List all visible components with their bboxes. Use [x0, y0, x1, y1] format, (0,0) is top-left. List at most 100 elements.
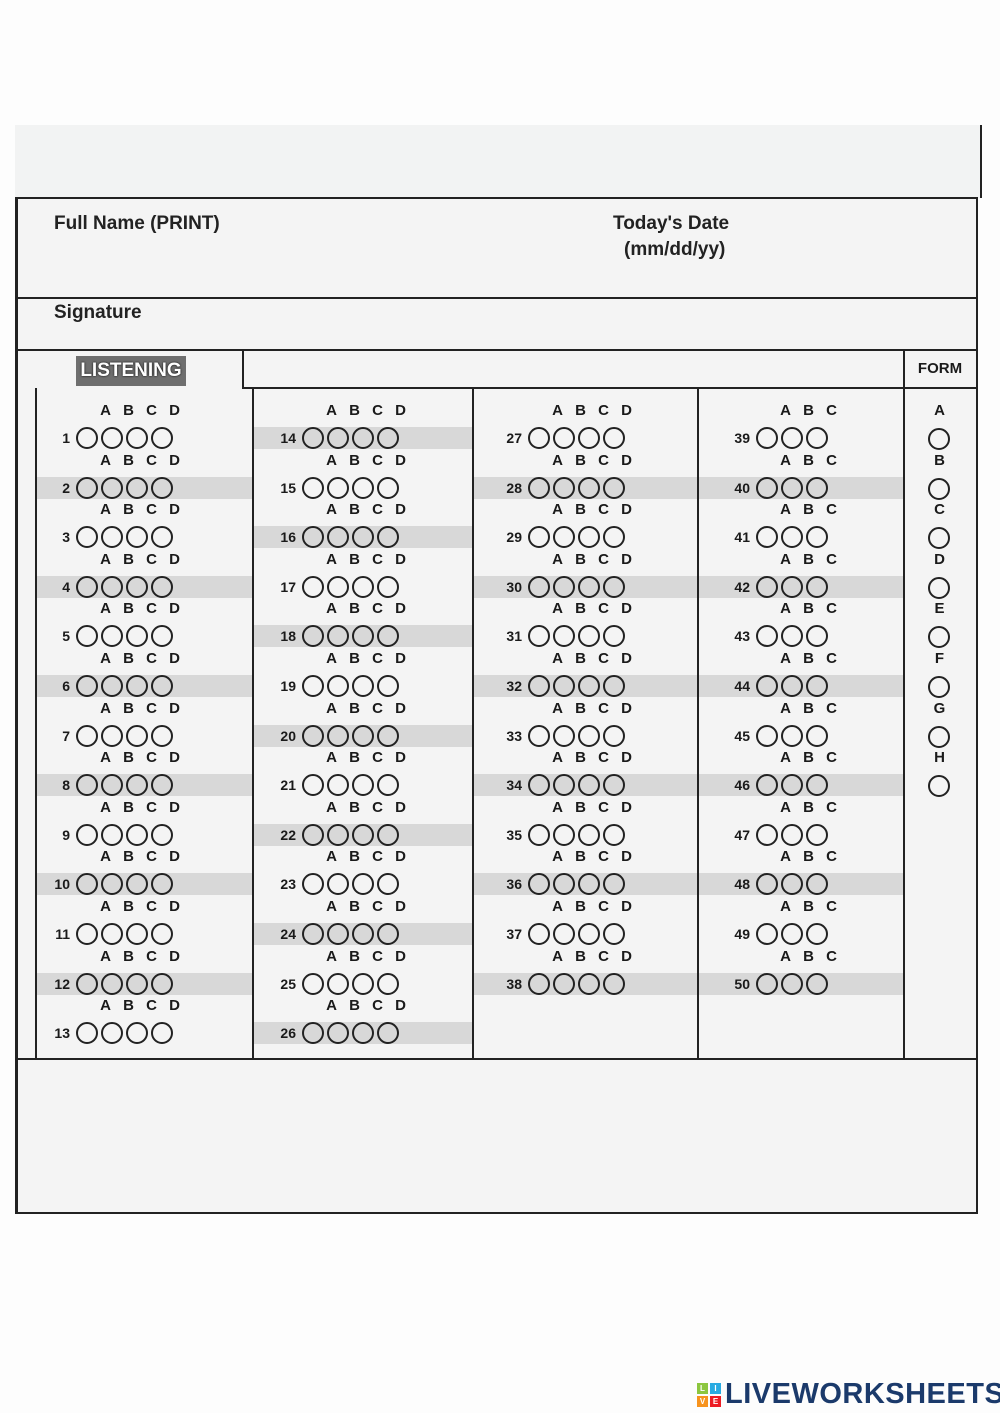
bubble-q31-d[interactable]: [603, 625, 625, 648]
bubble-q40-b[interactable]: [781, 476, 803, 499]
bubble-q12-b[interactable]: [101, 972, 123, 995]
bubble-q2-c[interactable]: [126, 476, 148, 499]
bubble-q43-a[interactable]: [756, 625, 778, 648]
bubble-q7-d[interactable]: [151, 724, 173, 747]
bubble-q4-b[interactable]: [101, 575, 123, 598]
bubble-q6-a[interactable]: [76, 675, 98, 697]
bubble-q27-d[interactable]: [603, 427, 625, 449]
bubble-q48-a[interactable]: [756, 873, 778, 896]
bubble-q34-d[interactable]: [603, 774, 625, 797]
bubble-q10-d[interactable]: [151, 873, 173, 896]
bubble-q20-c[interactable]: [352, 724, 374, 747]
bubble-q21-a[interactable]: [302, 774, 324, 797]
bubble-q37-d[interactable]: [603, 923, 625, 945]
bubble-q34-a[interactable]: [528, 774, 550, 797]
bubble-q32-d[interactable]: [603, 675, 625, 697]
bubble-q1-c[interactable]: [126, 427, 148, 449]
bubble-q28-a[interactable]: [528, 476, 550, 499]
bubble-q5-d[interactable]: [151, 625, 173, 648]
bubble-q35-b[interactable]: [553, 823, 575, 846]
bubble-q9-b[interactable]: [101, 823, 123, 846]
bubble-q25-a[interactable]: [302, 972, 324, 995]
bubble-q28-b[interactable]: [553, 476, 575, 499]
bubble-q45-a[interactable]: [756, 724, 778, 747]
bubble-q1-b[interactable]: [101, 427, 123, 449]
bubble-q37-c[interactable]: [578, 923, 600, 945]
bubble-q25-b[interactable]: [327, 972, 349, 995]
bubble-q43-c[interactable]: [806, 625, 828, 648]
bubble-q31-a[interactable]: [528, 625, 550, 648]
bubble-q24-c[interactable]: [352, 923, 374, 945]
bubble-q37-b[interactable]: [553, 923, 575, 945]
bubble-q8-a[interactable]: [76, 774, 98, 797]
bubble-q38-c[interactable]: [578, 972, 600, 995]
bubble-q8-c[interactable]: [126, 774, 148, 797]
bubble-q24-a[interactable]: [302, 923, 324, 945]
bubble-q20-a[interactable]: [302, 724, 324, 747]
bubble-q11-d[interactable]: [151, 923, 173, 945]
bubble-q4-c[interactable]: [126, 575, 148, 598]
bubble-q20-b[interactable]: [327, 724, 349, 747]
bubble-form-b[interactable]: [928, 477, 950, 500]
bubble-q37-a[interactable]: [528, 923, 550, 945]
bubble-q36-d[interactable]: [603, 873, 625, 896]
bubble-q47-b[interactable]: [781, 823, 803, 846]
bubble-q14-b[interactable]: [327, 427, 349, 449]
bubble-q25-c[interactable]: [352, 972, 374, 995]
date-field[interactable]: [610, 265, 970, 295]
bubble-q32-b[interactable]: [553, 675, 575, 697]
bubble-q13-d[interactable]: [151, 1022, 173, 1045]
bubble-q29-b[interactable]: [553, 526, 575, 549]
bubble-q46-b[interactable]: [781, 774, 803, 797]
bubble-q7-a[interactable]: [76, 724, 98, 747]
bubble-q18-c[interactable]: [352, 625, 374, 648]
bubble-q42-a[interactable]: [756, 575, 778, 598]
bubble-q45-c[interactable]: [806, 724, 828, 747]
bubble-q20-d[interactable]: [377, 724, 399, 747]
bubble-q14-c[interactable]: [352, 427, 374, 449]
bubble-q46-c[interactable]: [806, 774, 828, 797]
bubble-q33-c[interactable]: [578, 724, 600, 747]
bubble-q23-c[interactable]: [352, 873, 374, 896]
bubble-q31-b[interactable]: [553, 625, 575, 648]
bubble-q45-b[interactable]: [781, 724, 803, 747]
bubble-q6-c[interactable]: [126, 675, 148, 697]
bubble-q29-c[interactable]: [578, 526, 600, 549]
bubble-q30-d[interactable]: [603, 575, 625, 598]
bubble-q40-c[interactable]: [806, 476, 828, 499]
bubble-q30-a[interactable]: [528, 575, 550, 598]
bubble-q3-b[interactable]: [101, 526, 123, 549]
bubble-q7-b[interactable]: [101, 724, 123, 747]
bubble-form-h[interactable]: [928, 775, 950, 798]
bubble-q19-d[interactable]: [377, 675, 399, 697]
bubble-form-e[interactable]: [928, 626, 950, 649]
bubble-q2-d[interactable]: [151, 476, 173, 499]
bubble-q34-b[interactable]: [553, 774, 575, 797]
bubble-q46-a[interactable]: [756, 774, 778, 797]
bubble-q36-b[interactable]: [553, 873, 575, 896]
bubble-q18-a[interactable]: [302, 625, 324, 648]
bubble-form-d[interactable]: [928, 576, 950, 599]
bubble-q38-d[interactable]: [603, 972, 625, 995]
bubble-q21-b[interactable]: [327, 774, 349, 797]
signature-field[interactable]: [160, 300, 970, 346]
bubble-q17-b[interactable]: [327, 575, 349, 598]
bubble-q17-a[interactable]: [302, 575, 324, 598]
bubble-q18-d[interactable]: [377, 625, 399, 648]
bubble-q23-b[interactable]: [327, 873, 349, 896]
bubble-q48-c[interactable]: [806, 873, 828, 896]
bubble-q49-a[interactable]: [756, 923, 778, 945]
bubble-q3-a[interactable]: [76, 526, 98, 549]
bubble-q16-c[interactable]: [352, 526, 374, 549]
bubble-q33-d[interactable]: [603, 724, 625, 747]
bubble-q12-a[interactable]: [76, 972, 98, 995]
bubble-q16-d[interactable]: [377, 526, 399, 549]
bubble-q11-c[interactable]: [126, 923, 148, 945]
bubble-q49-c[interactable]: [806, 923, 828, 945]
bubble-q9-a[interactable]: [76, 823, 98, 846]
bubble-q2-a[interactable]: [76, 476, 98, 499]
bubble-q26-b[interactable]: [327, 1022, 349, 1045]
bubble-q50-a[interactable]: [756, 972, 778, 995]
bubble-q50-b[interactable]: [781, 972, 803, 995]
bubble-q15-d[interactable]: [377, 476, 399, 499]
